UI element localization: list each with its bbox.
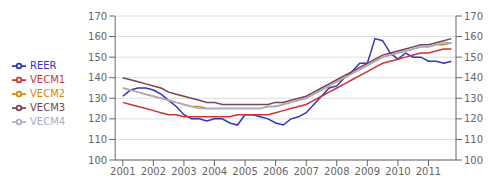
svg-text:2009: 2009 — [355, 166, 380, 177]
svg-text:120: 120 — [88, 113, 107, 124]
svg-text:2008: 2008 — [324, 166, 349, 177]
svg-text:160: 160 — [464, 31, 483, 42]
svg-text:2011: 2011 — [416, 166, 441, 177]
svg-text:120: 120 — [464, 113, 483, 124]
svg-text:2005: 2005 — [232, 166, 257, 177]
svg-text:140: 140 — [464, 72, 483, 83]
svg-text:170: 170 — [88, 11, 107, 22]
svg-text:2004: 2004 — [202, 166, 227, 177]
svg-text:130: 130 — [88, 93, 107, 104]
svg-text:2002: 2002 — [141, 166, 166, 177]
html-text:VECM4: VECM4 — [30, 116, 66, 127]
html-text:VECM1: VECM1 — [30, 74, 66, 85]
svg-text:2006: 2006 — [263, 166, 288, 177]
svg-text:2010: 2010 — [385, 166, 410, 177]
svg-text:150: 150 — [464, 52, 483, 63]
svg-text:170: 170 — [464, 11, 483, 22]
svg-text:160: 160 — [88, 31, 107, 42]
html-text:VECM3: VECM3 — [30, 102, 66, 113]
html-text:VECM2: VECM2 — [30, 88, 66, 99]
svg-text:2003: 2003 — [171, 166, 196, 177]
svg-text:110: 110 — [88, 134, 107, 145]
svg-text:130: 130 — [464, 93, 483, 104]
svg-text:150: 150 — [88, 52, 107, 63]
svg-text:2001: 2001 — [110, 166, 135, 177]
svg-text:100: 100 — [464, 155, 483, 166]
svg-text:110: 110 — [464, 134, 483, 145]
svg-text:2007: 2007 — [293, 166, 318, 177]
html-text:REER: REER — [30, 60, 57, 71]
svg-text:140: 140 — [88, 72, 107, 83]
svg-text:100: 100 — [88, 155, 107, 166]
